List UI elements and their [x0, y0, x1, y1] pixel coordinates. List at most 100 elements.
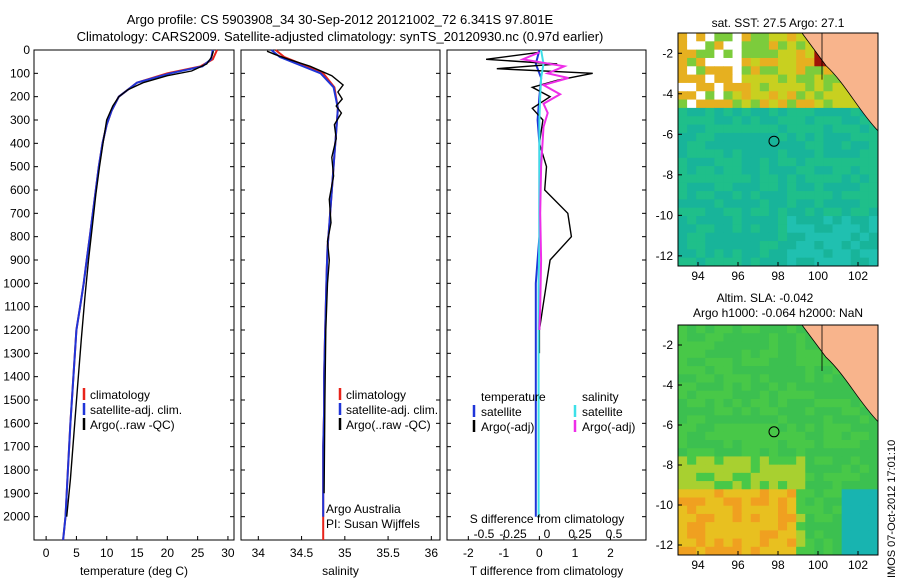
sla_map-cell: [723, 448, 734, 457]
sst_map-cell: [750, 182, 761, 192]
sst_map-cell: [723, 207, 734, 217]
sla_map-cell: [759, 366, 770, 375]
sla_map-cell: [687, 472, 697, 482]
sst_map-cell: [759, 33, 770, 42]
sst_map-cell: [714, 141, 724, 150]
sst_map-xtick-label: 94: [691, 269, 705, 283]
sst_map-cell: [732, 174, 743, 184]
sla_map-cell: [759, 448, 770, 457]
sst_map-cell: [778, 149, 788, 159]
sst_map-cell: [841, 141, 852, 150]
sla_map-cell: [741, 546, 752, 556]
sla_map-cell: [768, 415, 779, 425]
sla_map-cell: [732, 456, 743, 466]
sla_map-cell: [823, 448, 834, 457]
sst_map-cell: [832, 124, 843, 134]
sst_map-cell: [841, 174, 852, 184]
sla_map-cell: [768, 546, 779, 556]
sst_map-cell: [732, 99, 743, 109]
sla_map-cell: [778, 349, 788, 359]
sla_map-cell: [787, 472, 797, 482]
sst_map-cell: [759, 199, 770, 209]
sst_map-cell: [696, 182, 706, 192]
sla_map-cell: [778, 398, 788, 408]
sla_map-cell: [832, 407, 843, 416]
difference-xtick-label: -2: [463, 546, 474, 560]
sla_map-cell: [778, 325, 788, 334]
sla_map-cell: [723, 513, 734, 523]
sst_map-cell: [796, 199, 806, 209]
sla_map-cell: [814, 513, 824, 523]
sla_map-cell: [823, 530, 834, 540]
sla_map-cell: [823, 464, 834, 474]
sst_map-cell: [768, 257, 779, 267]
sla_map-cell: [841, 522, 852, 531]
sst_map-cell: [678, 199, 688, 209]
sla_map-cell: [678, 398, 688, 408]
sst_map-cell: [805, 124, 815, 134]
sla_map-cell: [759, 530, 770, 540]
sla_map-cell: [696, 415, 706, 425]
sla-map-title: Altim. SLA: -0.042: [717, 291, 814, 305]
sst_map-cell: [796, 57, 806, 67]
sst_map-cell: [868, 141, 879, 150]
sst_map-cell: [714, 157, 724, 167]
sla_map-cell: [859, 505, 870, 515]
sst_map-cell: [696, 191, 706, 200]
sla_map-cell: [696, 530, 706, 540]
sst_map-cell: [778, 232, 788, 242]
sst_map-cell: [687, 41, 697, 51]
sst_map-cell: [687, 107, 697, 117]
sst_map-cell: [814, 199, 824, 209]
sst_map-cell: [841, 107, 852, 117]
sst_map-cell: [750, 257, 761, 267]
sla_map-cell: [687, 489, 697, 498]
sst_map-cell: [687, 241, 697, 250]
sst_map-cell: [796, 157, 806, 167]
sst_map-cell: [696, 166, 706, 175]
sla_map-cell: [796, 522, 806, 531]
sla_map-cell: [732, 325, 743, 334]
sla_map-cell: [787, 341, 797, 351]
sst_map-cell: [832, 207, 843, 217]
sla_map-cell: [805, 349, 815, 359]
sla_map-cell: [814, 423, 824, 433]
sla_map-cell: [696, 357, 706, 367]
salinity-series-2: [266, 50, 345, 494]
sla_map-cell: [868, 522, 879, 531]
sla_map-cell: [850, 505, 861, 515]
sst_map-cell: [687, 249, 697, 259]
sla_map-cell: [850, 407, 861, 416]
sst_map-cell: [750, 99, 761, 109]
sla_map-cell: [723, 497, 734, 507]
sst_map-cell: [705, 82, 715, 92]
sla_map-cell: [832, 366, 843, 375]
sst_map-cell: [750, 149, 761, 159]
sst_map-cell: [832, 132, 843, 142]
sla_map-cell: [723, 456, 734, 466]
sst_map-cell: [732, 33, 743, 42]
sla_map-cell: [823, 366, 834, 375]
difference-xtick-label: 1: [572, 546, 579, 560]
sst_map-cell: [768, 249, 779, 259]
sla_map-cell: [678, 366, 688, 375]
sst_map-cell: [714, 66, 724, 76]
sst_map-cell: [814, 157, 824, 167]
salinity-xtick-label: 36: [425, 546, 439, 560]
sla_map-cell: [823, 415, 834, 425]
sst_map-cell: [759, 182, 770, 192]
sla_map-cell: [696, 538, 706, 548]
sst_map-cell: [714, 49, 724, 59]
sla_map-cell: [678, 546, 688, 556]
sla_map-cell: [841, 431, 852, 441]
sla_map-cell: [759, 538, 770, 548]
sla_map-cell: [741, 325, 752, 334]
sla_map-cell: [841, 505, 852, 515]
sla_map-cell: [687, 448, 697, 457]
sst_map-cell: [805, 66, 815, 76]
sst_map-cell: [787, 149, 797, 159]
sla_map-cell: [759, 489, 770, 498]
sla_map-cell: [832, 448, 843, 457]
sla_map-cell: [696, 390, 706, 400]
sst_map-cell: [723, 33, 734, 42]
